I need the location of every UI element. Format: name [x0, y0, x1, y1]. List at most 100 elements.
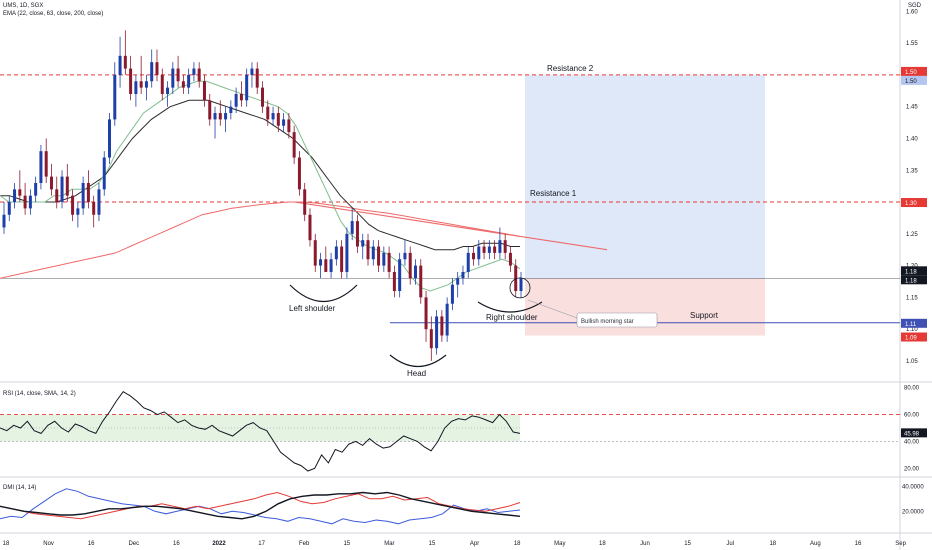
rsi-line [0, 391, 521, 472]
price-badge: 1.11 [901, 318, 927, 328]
candle [39, 144, 43, 190]
candle [118, 36, 122, 88]
candle [282, 113, 286, 133]
price-tick-label: 1.40 [906, 136, 918, 142]
candle-body [71, 195, 75, 215]
candle [250, 62, 254, 88]
candle [424, 291, 428, 342]
candle [60, 170, 64, 209]
candle-body [477, 246, 481, 260]
time-tick-label: 18 [599, 541, 606, 547]
candle-body [519, 278, 523, 292]
candle [487, 240, 491, 260]
rsi-badge-text: 45.98 [904, 431, 920, 437]
candle-body [266, 106, 270, 120]
resistance-2-label: Resistance 2 [547, 64, 594, 73]
candle-body [118, 55, 122, 75]
price-tick-label: 1.35 [906, 168, 918, 174]
candle [472, 246, 476, 266]
candle-body [408, 252, 412, 279]
candle [297, 151, 301, 196]
candle-body [482, 246, 486, 253]
price-tick-label: 1.25 [906, 232, 918, 238]
candle-body [297, 157, 301, 190]
candle-body [250, 68, 254, 75]
candle [503, 233, 507, 260]
candle [493, 240, 497, 260]
time-tick-label: 18 [3, 541, 10, 547]
candle [361, 233, 365, 260]
candle [419, 259, 423, 304]
candle-body [292, 132, 296, 158]
candle [382, 246, 386, 272]
price-badge: 1.50 [901, 66, 927, 76]
candle-body [23, 195, 27, 209]
candle [266, 100, 270, 126]
candle-body [282, 119, 286, 126]
dmi-minus-line [0, 491, 521, 520]
callout-leader [527, 299, 578, 319]
candle-body [49, 176, 53, 190]
time-tick-label: 18 [514, 541, 521, 547]
candle [102, 151, 106, 196]
candle-body [445, 303, 449, 336]
head-label: Head [407, 369, 426, 378]
candle-body [440, 316, 444, 336]
time-tick-label: 16 [88, 541, 95, 547]
price-badge-text: 1.50 [905, 70, 917, 76]
price-tick-label: 1.05 [906, 359, 918, 365]
price-badge: 1.30 [901, 198, 927, 208]
candle-body [144, 81, 148, 88]
candle-body [413, 265, 417, 279]
candle [482, 240, 486, 260]
candle-body [392, 271, 396, 292]
candle-body [366, 240, 370, 260]
candle-body [303, 189, 307, 215]
right-shoulder-arc [477, 301, 543, 313]
callout-box [576, 312, 658, 328]
candle [108, 113, 112, 164]
candle [76, 202, 80, 228]
candle [498, 227, 502, 260]
ema22-line [0, 80, 521, 292]
candle-body [92, 202, 96, 215]
price-badge-bg [901, 332, 927, 342]
price-badge: 1.18 [901, 275, 927, 285]
candle [429, 316, 433, 361]
candle [350, 208, 354, 241]
candle-body [18, 189, 22, 196]
adx-line [0, 491, 521, 520]
candle [435, 310, 439, 355]
support-label: Support [690, 311, 719, 320]
time-tick-label: Jul [726, 541, 734, 547]
candle [519, 271, 523, 298]
price-tick-label: 1.15 [906, 295, 918, 301]
candle-body [435, 316, 439, 349]
candle [187, 68, 191, 94]
candle-body [387, 252, 391, 272]
candle-body [276, 113, 280, 126]
morning-star-label: Bullish morning star [581, 319, 634, 325]
candle-body [403, 252, 407, 260]
candle-body [13, 189, 17, 203]
price-badge-bg [901, 266, 927, 276]
candle [403, 240, 407, 266]
candle-body [44, 151, 48, 177]
candle [208, 93, 212, 126]
time-tick-label: 16 [173, 541, 180, 547]
candle-body [329, 259, 333, 272]
candle-body [108, 119, 112, 158]
candle [271, 106, 275, 126]
candle [319, 252, 323, 279]
candle-body [155, 62, 159, 75]
left-shoulder-arc [289, 284, 358, 303]
candle [44, 138, 48, 183]
dmi-title: DMI (14, 14) [3, 485, 36, 491]
candle-body [382, 252, 386, 266]
candle [324, 246, 328, 272]
candle-body [334, 246, 338, 260]
candle-body [261, 87, 264, 107]
candle [160, 68, 164, 101]
time-tick-label: Aug [810, 541, 821, 547]
